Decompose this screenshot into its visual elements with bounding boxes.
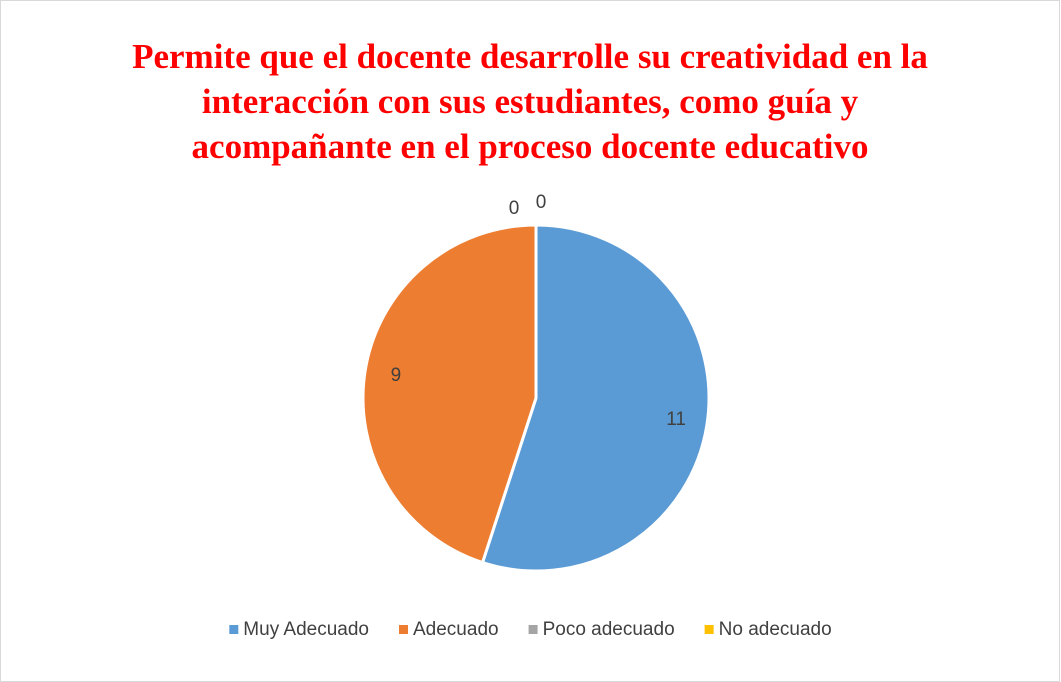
data-label: 9 xyxy=(391,365,402,386)
pie-slice xyxy=(480,223,711,573)
chart-title: Permite que el docente desarrolle su cre… xyxy=(132,37,928,166)
legend-label: Muy Adecuado xyxy=(243,619,369,640)
pie-slice xyxy=(361,223,538,565)
legend-marker xyxy=(399,625,409,634)
legend-label: No adecuado xyxy=(719,619,832,640)
legend-marker xyxy=(528,625,538,634)
legend-label: Poco adecuado xyxy=(543,619,675,640)
legend-marker xyxy=(704,625,714,634)
data-label: 11 xyxy=(666,409,686,430)
legend-marker xyxy=(229,625,239,634)
data-label: 0 xyxy=(509,198,520,219)
data-label: 0 xyxy=(536,192,547,213)
legend-label: Adecuado xyxy=(413,619,499,640)
